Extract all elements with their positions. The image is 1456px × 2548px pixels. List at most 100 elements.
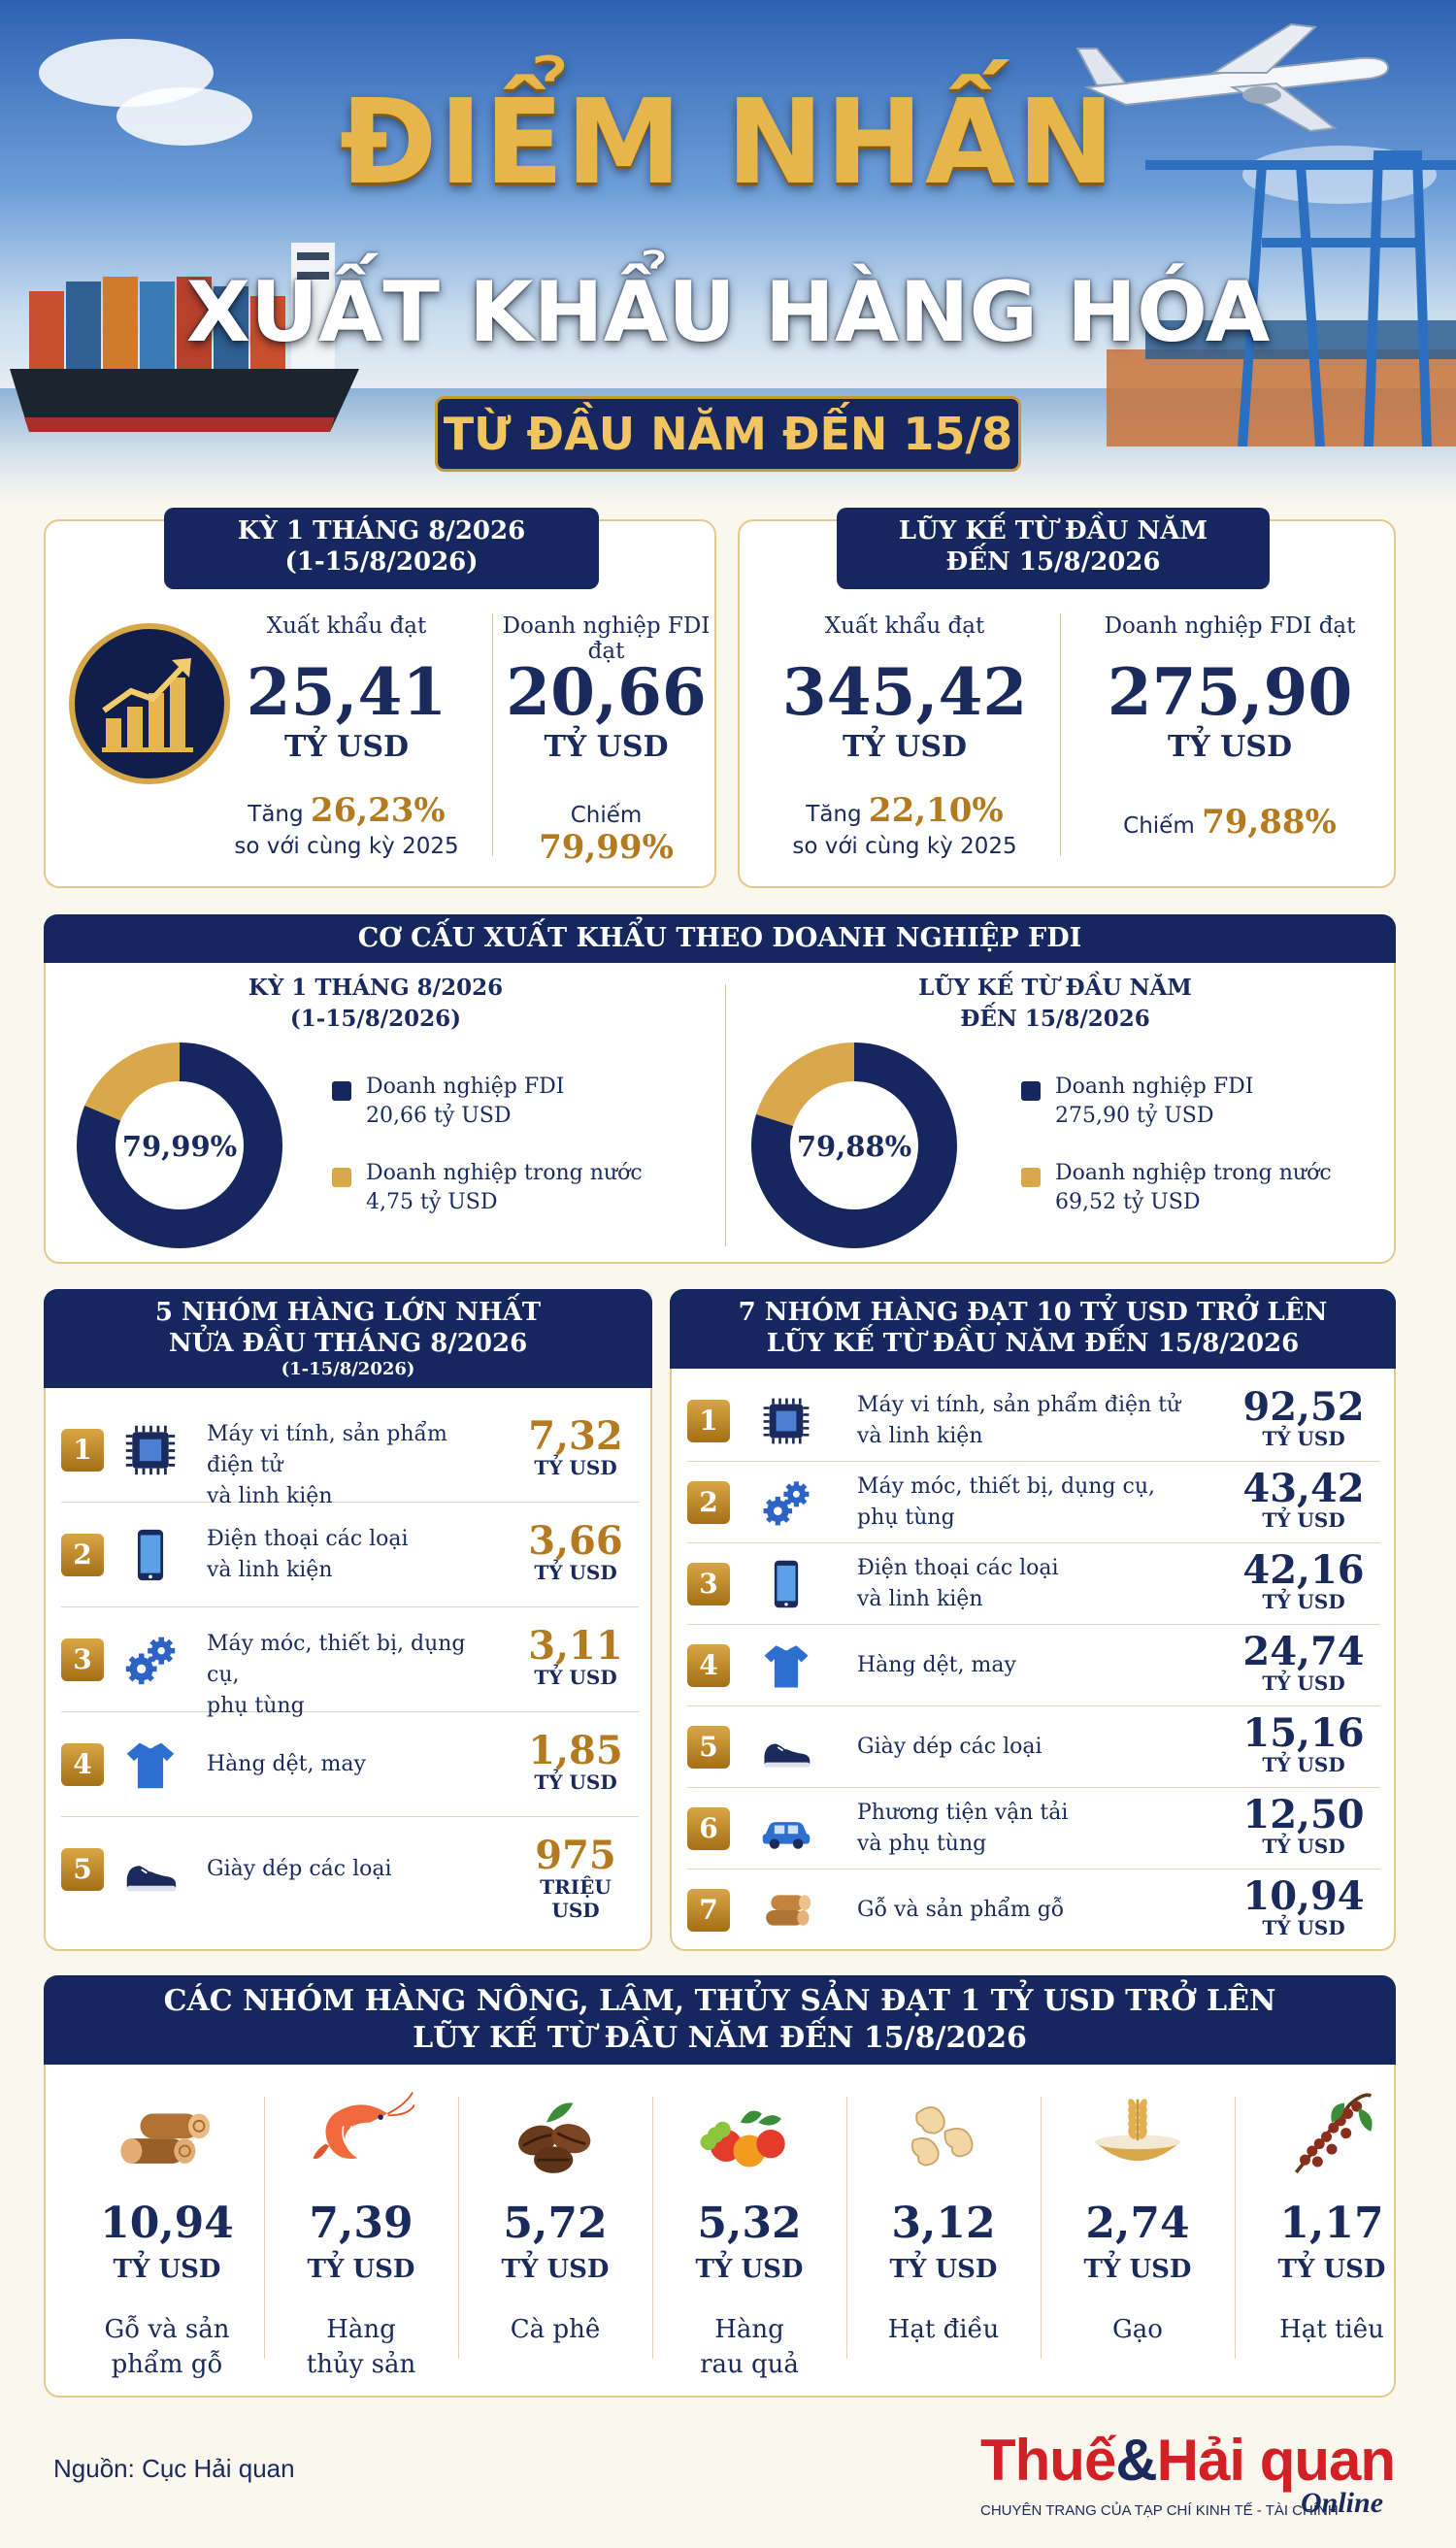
summary-tab-cumulative: LŨY KẾ TỪ ĐẦU NĂM ĐẾN 15/8/2026 xyxy=(837,508,1270,589)
item-icon-wrap xyxy=(123,1423,178,1481)
fdi-value: 20,66 xyxy=(506,654,707,730)
list-item: 5 Giày dép các loại 975 TRIỆU USD xyxy=(61,1817,639,1922)
source-note: Nguồn: Cục Hải quan xyxy=(53,2454,295,2483)
item-icon-wrap xyxy=(123,1528,178,1586)
export-unit: TỶ USD xyxy=(283,730,410,764)
list-item: 2 Máy móc, thiết bị, dụng cụ, phụ tùng 43,4… xyxy=(687,1462,1380,1543)
list-item: 1 Máy vi tính, sản phẩm điện tử và linh ki… xyxy=(61,1398,639,1508)
list-item: 1 Máy vi tính, sản phẩm điện tử và linh ki… xyxy=(687,1380,1380,1462)
item-name: Giày dép các loại xyxy=(857,1732,1187,1763)
donut-center-label: 79,88% xyxy=(797,1130,911,1163)
export-label: Xuất khẩu đạt xyxy=(266,613,427,639)
item-icon-wrap xyxy=(123,1633,178,1691)
legend-domestic: Doanh nghiệp trong nước 69,52 tỷ USD xyxy=(1055,1159,1332,1217)
brand-part1: Thuế xyxy=(980,2428,1116,2493)
item-unit: TRIỆU USD xyxy=(540,1875,612,1922)
agri-card: CÁC NHÓM HÀNG NÔNG, LÂM, THỦY SẢN ĐẠT 1 … xyxy=(44,1975,1396,2398)
item-icon-wrap xyxy=(123,1737,178,1796)
wood-logs-icon xyxy=(120,2113,210,2164)
summary-card-period: KỲ 1 THÁNG 8/2026 (1-15/8/2026) Xuất khẩ… xyxy=(44,508,716,888)
agri-item: 1,17 TỶ USD Hạt tiêu xyxy=(1235,2087,1429,2378)
legend-fdi: Doanh nghiệp FDI 20,66 tỷ USD xyxy=(366,1073,564,1131)
item-name: Hàng dệt, may xyxy=(857,1650,1187,1681)
item-name-line1: Điện thoại các loại xyxy=(207,1527,409,1551)
fruit-vegetable-icon xyxy=(700,2110,785,2167)
item-name: Điện thoại các loại và linh kiện xyxy=(857,1553,1187,1615)
title-line1: 5 NHÓM HÀNG LỚN NHẤT xyxy=(154,1298,542,1327)
fdi-label: Doanh nghiệp FDI đạt xyxy=(502,613,711,664)
item-unit: TỶ USD xyxy=(1262,1835,1345,1858)
agri-item: 5,32 TỶ USD Hàng rau quả xyxy=(652,2087,846,2379)
legend-label: Doanh nghiệp FDI xyxy=(1055,1075,1254,1099)
agri-icon-wrap xyxy=(114,2087,220,2198)
legend-value: 275,90 tỷ USD xyxy=(1055,1104,1214,1128)
agri-name-line1: Hàng xyxy=(714,2315,784,2344)
rank-badge: 3 xyxy=(687,1563,730,1605)
hero-title-line1: ĐIỂM NHẤN xyxy=(339,76,1117,211)
item-name: Máy vi tính, sản phẩm điện tử và linh kiệ… xyxy=(207,1419,498,1512)
item-name-line1: Phương tiện vận tải xyxy=(857,1801,1069,1825)
divider xyxy=(1235,2097,1236,2359)
structure-left-title: KỲ 1 THÁNG 8/2026 (1-15/8/2026) xyxy=(75,973,677,1035)
growth-prefix: Tăng xyxy=(806,802,862,827)
cargo-ship-icon xyxy=(10,243,359,432)
export-value: 25,41 xyxy=(246,654,447,730)
item-name: Giày dép các loại xyxy=(207,1854,498,1885)
legend-domestic: Doanh nghiệp trong nước 4,75 tỷ USD xyxy=(366,1159,643,1217)
item-name-line1: Máy vi tính, sản phẩm điện tử xyxy=(207,1422,447,1477)
legend-swatch-fdi xyxy=(1021,1081,1041,1101)
rank-badge: 5 xyxy=(687,1726,730,1769)
share-prefix: Chiếm xyxy=(570,803,643,828)
divider xyxy=(846,2097,847,2359)
divider xyxy=(1060,613,1061,856)
wood-icon xyxy=(766,1895,811,1926)
item-icon-wrap xyxy=(761,1559,811,1613)
agri-unit: TỶ USD xyxy=(1277,2255,1386,2284)
tab-line1: KỲ 1 THÁNG 8/2026 xyxy=(237,516,526,546)
rank-badge: 5 xyxy=(61,1848,104,1891)
agri-value: 7,39 xyxy=(309,2199,414,2248)
agri-value: 5,72 xyxy=(503,2199,608,2248)
title-line1: KỲ 1 THÁNG 8/2026 xyxy=(248,975,504,1001)
airplane-icon xyxy=(1075,22,1390,133)
rank-badge: 2 xyxy=(687,1481,730,1524)
brand-amp: & xyxy=(1115,2428,1157,2493)
agri-value: 3,12 xyxy=(891,2199,996,2248)
rank-badge: 1 xyxy=(687,1400,730,1442)
divider xyxy=(725,984,726,1246)
legend-label: Doanh nghiệp trong nước xyxy=(366,1161,643,1185)
divider xyxy=(652,2097,653,2359)
agri-name-line1: Hạt tiêu xyxy=(1279,2315,1384,2344)
brand-logo: Thuế&Hải quan Online CHUYÊN TRANG CỦA TẠ… xyxy=(980,2427,1407,2533)
item-unit: TỶ USD xyxy=(1262,1508,1345,1532)
top5-title: 5 NHÓM HÀNG LỚN NHẤT NỬA ĐẦU THÁNG 8/202… xyxy=(44,1289,652,1388)
agri-name: Hạt điều xyxy=(846,2312,1041,2347)
item-name-line1: Giày dép các loại xyxy=(857,1735,1042,1759)
brand-wordmark: Thuế&Hải quan xyxy=(980,2427,1396,2494)
item-icon-wrap xyxy=(761,1803,811,1858)
share-prefix: Chiếm xyxy=(1123,813,1195,839)
item-name-line2: phụ tùng xyxy=(857,1506,955,1530)
item-name-line2: và phụ tùng xyxy=(857,1832,987,1856)
rank-badge: 4 xyxy=(687,1644,730,1687)
list-item: 4 Hàng dệt, may 1,85 TỶ USD xyxy=(61,1712,639,1817)
item-unit: TỶ USD xyxy=(534,1770,617,1794)
list-item: 3 Máy móc, thiết bị, dụng cụ, phụ tùng 3,11… xyxy=(61,1607,639,1718)
title-line2: NỬA ĐẦU THÁNG 8/2026 xyxy=(168,1329,528,1358)
donut-slice-domestic xyxy=(77,1042,282,1248)
item-name-line2: và linh kiện xyxy=(207,1484,333,1508)
structure-right-title: LŨY KẾ TỪ ĐẦU NĂM ĐẾN 15/8/2026 xyxy=(754,973,1356,1035)
structure-title: CƠ CẤU XUẤT KHẨU THEO DOANH NGHIỆP FDI xyxy=(44,914,1396,963)
fdi-label: Doanh nghiệp FDI đạt xyxy=(1104,613,1356,639)
agri-icon-wrap xyxy=(1278,2087,1385,2198)
summary-card-cumulative: LŨY KẾ TỪ ĐẦU NĂM ĐẾN 15/8/2026 Xuất khẩ… xyxy=(738,508,1396,888)
period-pill: TỪ ĐẦU NĂM ĐẾN 15/8 xyxy=(435,396,1021,472)
agri-unit: TỶ USD xyxy=(501,2255,610,2284)
agri-name: Gỗ và sản phẩm gỗ xyxy=(70,2312,264,2382)
item-value: 12,50 xyxy=(1242,1792,1365,1837)
donut-slice-domestic xyxy=(751,1042,957,1248)
growth-note: Tăng 26,23% xyxy=(201,791,492,830)
item-name: Gỗ và sản phẩm gỗ xyxy=(857,1895,1187,1926)
gears-icon xyxy=(763,1481,810,1526)
cashew-icon xyxy=(910,2106,974,2167)
